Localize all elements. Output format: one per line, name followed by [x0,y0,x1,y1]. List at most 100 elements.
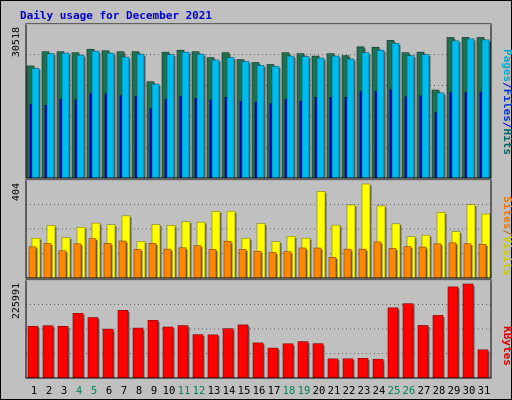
kbytes-bar-27 [417,325,429,379]
kbytes-bar-20 [312,343,324,379]
sites-bar-25 [388,248,397,279]
sites-bar-22 [343,248,352,279]
sites-bar-20 [313,247,322,279]
pages-bar-13 [211,59,220,179]
pages-bar-19 [301,56,310,179]
pages-bar-1 [31,68,40,179]
pages-bar-16 [256,65,265,179]
mid-legend-part-2: Visits [501,236,512,276]
pages-bar-4 [76,54,85,179]
kbytes-bar-6 [102,328,114,379]
pages-bar-30 [466,38,475,179]
x-label-9: 9 [151,385,157,397]
x-label-18: 18 [283,385,296,397]
pages-bar-2 [46,53,55,179]
kbytes-bar-10 [162,326,174,379]
x-label-16: 16 [253,385,266,397]
top-panel-frame [25,23,492,179]
kbytes-bar-1 [27,325,39,379]
kbytes-bar-31 [477,349,489,379]
kbytes-bar-18 [282,343,294,379]
x-label-15: 15 [238,385,251,397]
pages-bar-3 [61,52,70,179]
kbytes-bar-4 [72,313,84,379]
kbytes-bar-24 [372,358,384,379]
sites-bar-7 [118,240,127,279]
mid-panel-frame [25,179,492,279]
x-label-17: 17 [268,385,281,397]
kbytes-bar-21 [327,358,339,379]
sites-bar-14 [223,240,232,279]
pages-bar-24 [376,49,385,179]
kbytes-bar-15 [237,324,249,379]
sites-bar-26 [403,246,412,279]
x-label-25: 25 [388,385,401,397]
sites-bar-11 [178,247,187,279]
sites-bar-12 [193,245,202,279]
x-label-2: 2 [46,385,52,397]
x-label-1: 1 [31,385,37,397]
x-label-26: 26 [403,385,416,397]
pages-bar-10 [166,54,175,179]
pages-bar-12 [196,53,205,179]
x-label-4: 4 [76,385,82,397]
sites-bar-28 [433,243,442,279]
sites-bar-18 [283,251,292,279]
sites-bar-9 [148,243,157,279]
x-label-21: 21 [328,385,341,397]
kbytes-bar-19 [297,341,309,379]
pages-bar-21 [331,55,340,179]
sites-bar-10 [163,248,172,279]
pages-bar-14 [226,57,235,179]
pages-bar-6 [106,52,115,179]
pages-bar-15 [241,61,250,179]
top-max-label: 30518 [11,27,22,57]
x-label-7: 7 [121,385,127,397]
x-label-3: 3 [61,385,67,397]
x-label-6: 6 [106,385,112,397]
x-label-28: 28 [433,385,446,397]
pages-bar-7 [121,56,130,179]
x-label-10: 10 [163,385,176,397]
kbytes-bar-17 [267,347,279,379]
sites-bar-17 [268,252,277,279]
pages-bar-18 [286,55,295,179]
sites-bar-6 [103,243,112,279]
kbytes-bar-22 [342,358,354,379]
kbytes-bar-12 [192,334,204,379]
pages-bar-27 [421,54,430,179]
sites-bar-5 [88,238,97,279]
legend-visits-sites: Sites/Visits [501,196,512,276]
pages-bar-25 [391,43,400,179]
sites-bar-1 [28,246,37,279]
sites-bar-16 [253,250,262,279]
sites-bar-2 [43,243,52,279]
top-legend-part-2: Files [501,89,512,122]
x-label-8: 8 [136,385,142,397]
x-label-13: 13 [208,385,221,397]
kbytes-panel: 225991 [11,279,492,379]
kbytes-bar-3 [57,325,69,379]
pages-bar-11 [181,51,190,179]
chart-title: Daily usage for December 2021 [20,9,212,22]
kbytes-bar-26 [402,303,414,379]
kbytes-bar-29 [447,286,459,379]
bot-legend-part-0: KBytes [501,326,512,366]
pages-bar-23 [361,52,370,179]
kbytes-bar-30 [462,283,474,379]
pages-bar-29 [451,40,460,179]
x-label-27: 27 [418,385,431,397]
x-label-19: 19 [298,385,311,397]
legend-hits-files-pages: Pages/Files/Hits [501,49,512,155]
kbytes-bar-28 [432,315,444,379]
pages-bar-20 [316,57,325,179]
sites-bar-27 [418,246,427,279]
sites-bar-24 [373,241,382,279]
sites-bar-19 [298,247,307,279]
sites-bar-21 [328,256,337,279]
kbytes-bar-11 [177,325,189,379]
sites-bar-15 [238,249,247,279]
kbytes-bar-16 [252,342,264,379]
sites-bar-29 [448,242,457,279]
